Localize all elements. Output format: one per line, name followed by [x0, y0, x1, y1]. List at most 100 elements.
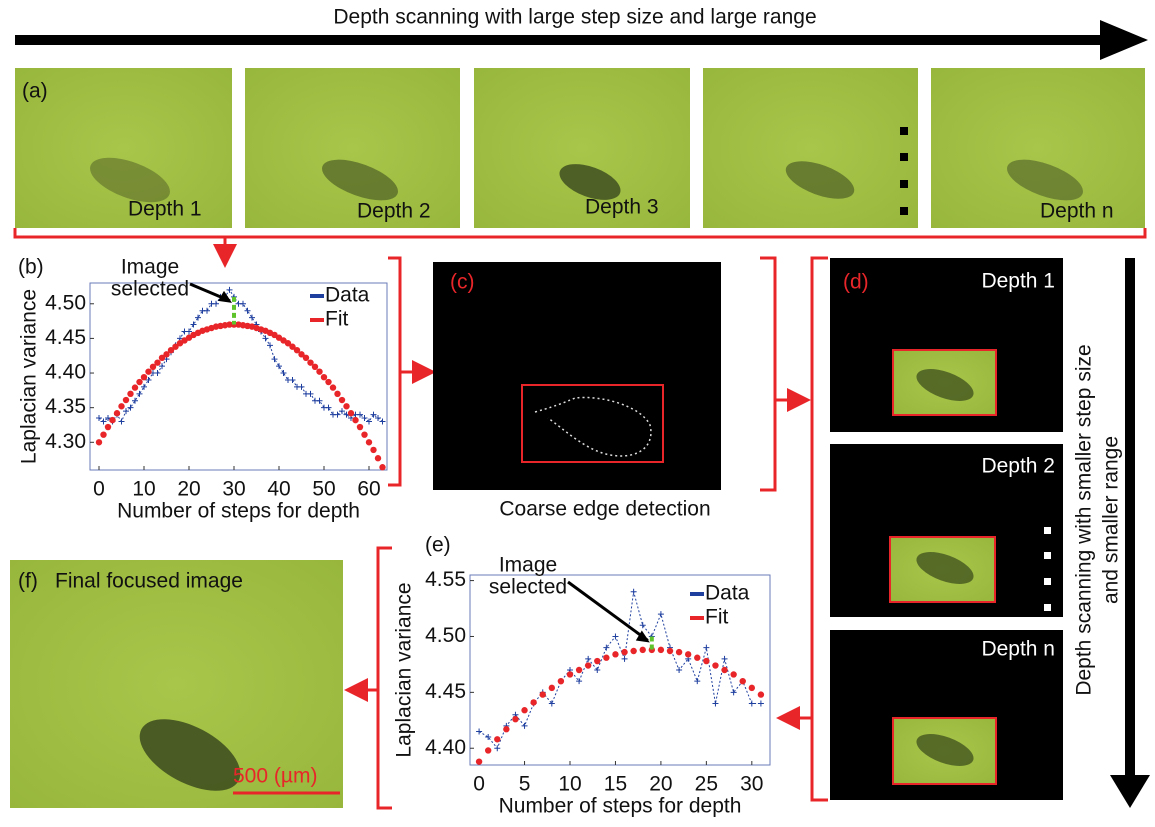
fit-point — [512, 716, 518, 722]
annotation: selected — [489, 576, 567, 599]
arrow-head — [1110, 775, 1150, 808]
depth-label: Depth n — [981, 638, 1055, 661]
side-text: Depth scanning with smaller step size — [1073, 344, 1096, 695]
fit-point — [612, 651, 618, 657]
fit-point — [334, 391, 340, 397]
x-axis-label: Number of steps for depth — [117, 500, 360, 523]
y-tick-label: 4.40 — [45, 361, 86, 384]
fit-point — [312, 364, 318, 370]
x-axis-label: Number of steps for depth — [499, 795, 742, 818]
fit-point — [339, 397, 345, 403]
fit-point — [758, 691, 764, 697]
fit-point — [521, 707, 527, 713]
fit-point — [567, 671, 573, 677]
fit-point — [485, 747, 491, 753]
fit-point — [685, 651, 691, 657]
y-axis-label: Laplacian variance — [18, 289, 41, 464]
fit-point — [123, 397, 129, 403]
bracket — [15, 228, 1145, 237]
fit-point — [343, 403, 349, 409]
fit-point — [676, 649, 682, 655]
fit-point — [141, 374, 147, 380]
x-tick-label: 30 — [222, 478, 245, 501]
depth-label: Depth 1 — [981, 270, 1055, 293]
fit-point — [549, 685, 555, 691]
fit-point — [379, 464, 385, 470]
fit-point — [740, 678, 746, 684]
fit-point — [357, 424, 363, 430]
x-tick-label: 50 — [312, 478, 335, 501]
scale-bar-label: 500 (µm) — [233, 765, 317, 788]
fit-point — [370, 447, 376, 453]
fit-point — [594, 658, 600, 664]
fit-point — [585, 662, 591, 668]
fit-point — [100, 431, 106, 437]
y-tick-label: 4.50 — [45, 291, 86, 314]
arrow-head — [1100, 20, 1148, 60]
fit-point — [303, 355, 309, 361]
depth-label: Depth 1 — [128, 198, 202, 221]
panel-label: (e) — [425, 534, 451, 557]
x-tick-label: 60 — [357, 478, 380, 501]
legend-label: Data — [705, 582, 750, 605]
photo — [703, 68, 918, 228]
fit-point — [96, 439, 102, 445]
bracket — [378, 548, 392, 808]
x-tick-label: 20 — [177, 478, 200, 501]
panel-label: (c) — [450, 271, 475, 294]
caption: Coarse edge detection — [499, 498, 710, 521]
y-tick-label: 4.45 — [45, 326, 86, 349]
x-tick-label: 10 — [132, 478, 155, 501]
panel-label: (b) — [18, 256, 44, 279]
panel-label: (f) — [18, 570, 38, 593]
figure: Depth scanning with large step size and … — [0, 0, 1155, 827]
x-tick-label: 5 — [519, 773, 531, 796]
fit-point — [348, 410, 354, 416]
y-tick-label: 4.50 — [425, 624, 466, 647]
fit-point — [667, 648, 673, 654]
fit-point — [361, 431, 367, 437]
fit-point — [132, 384, 138, 390]
bracket — [760, 258, 775, 490]
fit-point — [366, 439, 372, 445]
fit-point — [503, 726, 509, 732]
fit-point — [576, 667, 582, 673]
fit-point — [325, 379, 331, 385]
depth-label: Depth 3 — [585, 196, 659, 219]
fit-point — [109, 417, 115, 423]
edge-panel — [433, 262, 721, 490]
bracket — [812, 258, 828, 800]
fit-point — [540, 691, 546, 697]
legend-label: Fit — [325, 308, 348, 331]
fit-point — [640, 647, 646, 653]
x-tick-label: 20 — [649, 773, 672, 796]
y-axis-label: Laplacian variance — [393, 582, 416, 757]
y-tick-label: 4.35 — [45, 395, 86, 418]
fit-point — [558, 678, 564, 684]
annotation: selected — [111, 278, 189, 301]
legend-label: Fit — [705, 606, 728, 629]
fit-point — [603, 655, 609, 661]
fit-point — [730, 671, 736, 677]
fit-point — [621, 649, 627, 655]
title: Depth scanning with large step size and … — [333, 6, 816, 29]
legend-label: Data — [325, 284, 370, 307]
fit-point — [114, 410, 120, 416]
fit-point — [712, 662, 718, 668]
fit-point — [154, 359, 160, 365]
y-tick-label: 4.55 — [425, 568, 466, 591]
fit-point — [703, 658, 709, 664]
caption: Final focused image — [55, 570, 243, 593]
panel-label: (a) — [22, 80, 48, 103]
fit-point — [330, 384, 336, 390]
fit-point — [494, 736, 500, 742]
page: Depth scanning with large step size and … — [0, 0, 1155, 827]
x-tick-label: 15 — [604, 773, 627, 796]
x-tick-label: 0 — [473, 773, 485, 796]
fit-point — [118, 403, 124, 409]
fit-point — [530, 699, 536, 705]
fit-point — [375, 455, 381, 461]
fit-point — [630, 648, 636, 654]
fit-point — [105, 424, 111, 430]
y-tick-label: 4.40 — [425, 736, 466, 759]
